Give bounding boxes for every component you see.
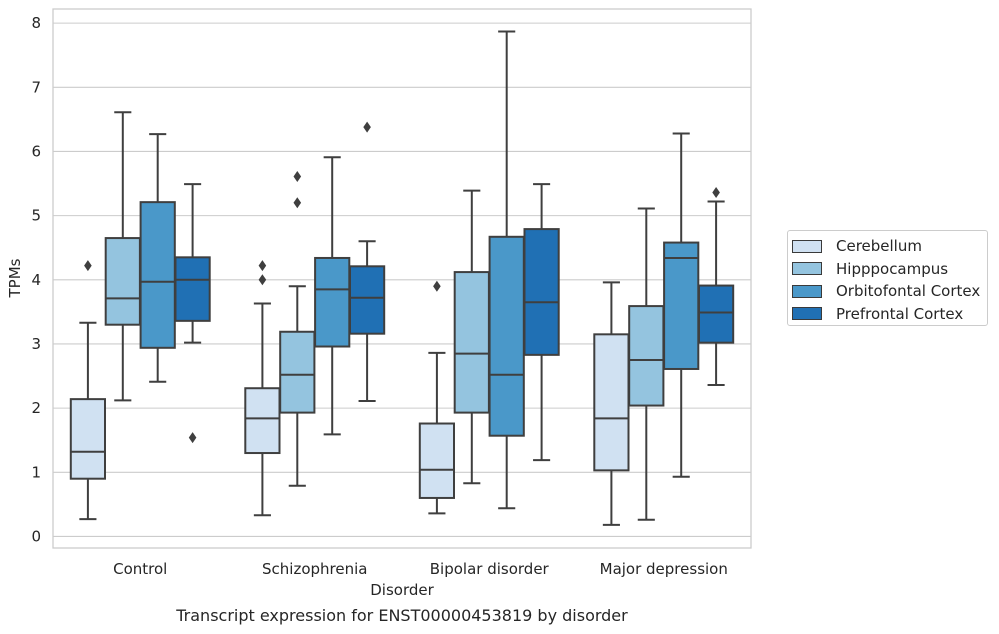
legend-swatch-orbitofrontal-cortex [792, 284, 822, 298]
box-iqr [314, 256, 351, 348]
box-prefrontal-cortex [174, 183, 211, 444]
y-tick-label: 5 [31, 207, 41, 225]
box-iqr [348, 265, 386, 335]
y-tick-label: 6 [31, 142, 41, 160]
legend-label: Prefrontal Cortex [836, 304, 964, 323]
box-iqr [697, 284, 735, 344]
x-tick-label: Major depression [600, 560, 728, 578]
box-iqr [174, 256, 211, 322]
legend-label: Cerebellum [836, 237, 922, 256]
x-tick-label: Bipolar disorder [430, 560, 550, 578]
legend: Cerebellum Hipppocampus Orbitofontal Cor… [787, 230, 988, 326]
y-tick-label: 1 [31, 463, 41, 481]
box-iqr [663, 241, 700, 370]
box-iqr [488, 235, 525, 437]
box-iqr [418, 422, 456, 499]
box-iqr [104, 237, 141, 326]
outlier-point [84, 260, 92, 272]
box-prefrontal-cortex [348, 121, 386, 403]
legend-item-cerebellum: Cerebellum [792, 235, 987, 258]
x-axis-label: Disorder [370, 581, 434, 599]
box-iqr [279, 330, 316, 414]
box-hipppocampus [628, 207, 665, 521]
y-tick-label: 7 [31, 78, 41, 96]
legend-label: Orbitofontal Cortex [836, 282, 981, 301]
legend-swatch-prefrontal-cortex [792, 307, 822, 321]
box-orbitofontal-cortex [139, 133, 176, 383]
y-tick-label: 3 [31, 335, 41, 353]
x-tick-label: Schizophrenia [262, 560, 367, 578]
y-tick-label: 4 [31, 271, 41, 289]
box-cerebellum [418, 280, 456, 515]
box-orbitofontal-cortex [488, 30, 525, 510]
box-prefrontal-cortex [697, 187, 735, 387]
box-marks [69, 30, 735, 526]
legend-swatch-hippocampus [792, 262, 822, 276]
legend-item-orbitofrontal-cortex: Orbitofontal Cortex [792, 280, 987, 303]
box-iqr [628, 305, 665, 407]
chart-caption: Transcript expression for ENST0000045381… [176, 606, 628, 625]
outlier-point [258, 260, 267, 272]
box-iqr [139, 201, 176, 349]
box-cerebellum [244, 260, 281, 517]
legend-item-prefrontal-cortex: Prefrontal Cortex [792, 303, 987, 326]
outlier-point [363, 121, 371, 133]
y-tick-labels: 0 1 2 3 4 5 6 7 8 [31, 14, 41, 545]
y-tick-label: 2 [31, 399, 41, 417]
y-axis-label: TPMs [6, 258, 24, 298]
box-hipppocampus [453, 189, 490, 485]
plot-area-frame [52, 8, 752, 549]
box-orbitofontal-cortex [663, 132, 700, 478]
box-prefrontal-cortex [523, 183, 560, 462]
y-tick-label: 0 [31, 527, 41, 545]
legend-swatch-cerebellum [792, 239, 822, 253]
box-hipppocampus [104, 111, 141, 402]
outlier-point [293, 197, 302, 209]
outlier-point [188, 432, 197, 444]
legend-label: Hipppocampus [836, 259, 949, 278]
legend-item-hippocampus: Hipppocampus [792, 258, 987, 281]
box-orbitofontal-cortex [314, 156, 351, 436]
box-hipppocampus [279, 170, 316, 487]
outlier-point [712, 187, 720, 199]
x-tick-label: Control [113, 560, 167, 578]
outlier-point [293, 170, 302, 182]
box-iqr [453, 271, 490, 414]
box-cerebellum [69, 260, 107, 521]
box-iqr [69, 398, 107, 480]
box-iqr [523, 228, 560, 356]
y-tick-label: 8 [31, 14, 41, 32]
outlier-point [433, 280, 441, 292]
box-iqr [593, 333, 630, 472]
box-cerebellum [593, 281, 630, 526]
x-tick-labels: Control Schizophrenia Bipolar disorder Majo… [113, 560, 728, 578]
outlier-point [258, 274, 267, 286]
box-iqr [244, 387, 281, 455]
